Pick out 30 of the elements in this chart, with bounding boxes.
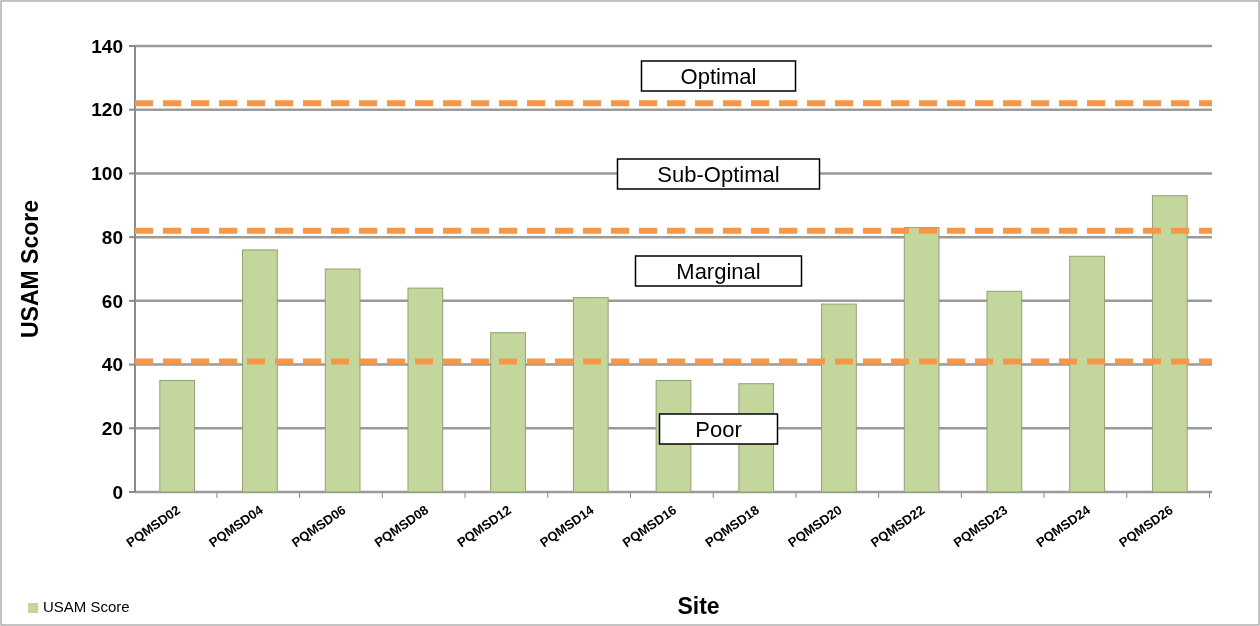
annotation: Marginal	[676, 258, 761, 284]
y-tick-label: 0	[112, 481, 123, 503]
y-axis-title: USAM Score	[17, 199, 43, 339]
bar	[903, 227, 940, 493]
bar	[572, 297, 609, 493]
bar	[1069, 255, 1105, 493]
annotation: Sub-Optimal	[657, 161, 780, 187]
legend-label: USAM Score	[43, 598, 130, 615]
y-tick-label: 100	[91, 163, 123, 185]
bar	[242, 249, 278, 493]
y-tick-label: 20	[101, 417, 123, 439]
bar	[1151, 195, 1188, 493]
y-tick-label: 120	[91, 99, 123, 121]
x-axis-title: Site	[677, 593, 720, 619]
label-box: Optimal	[640, 60, 797, 92]
label-box: Sub-Optimal	[616, 158, 821, 190]
bar	[159, 380, 196, 493]
annotation: Optimal	[680, 63, 757, 89]
y-tick-label: 80	[101, 226, 123, 248]
bar	[986, 290, 1023, 493]
bar	[821, 303, 857, 493]
label-box: Poor	[658, 413, 779, 445]
annotation: Poor	[695, 416, 742, 442]
bar	[324, 268, 361, 493]
y-tick-label: 60	[101, 290, 123, 312]
y-tick-label: 140	[91, 35, 123, 57]
bar	[490, 332, 526, 493]
label-box: Marginal	[634, 255, 803, 287]
bar	[407, 287, 444, 493]
y-tick-label: 40	[101, 354, 123, 376]
